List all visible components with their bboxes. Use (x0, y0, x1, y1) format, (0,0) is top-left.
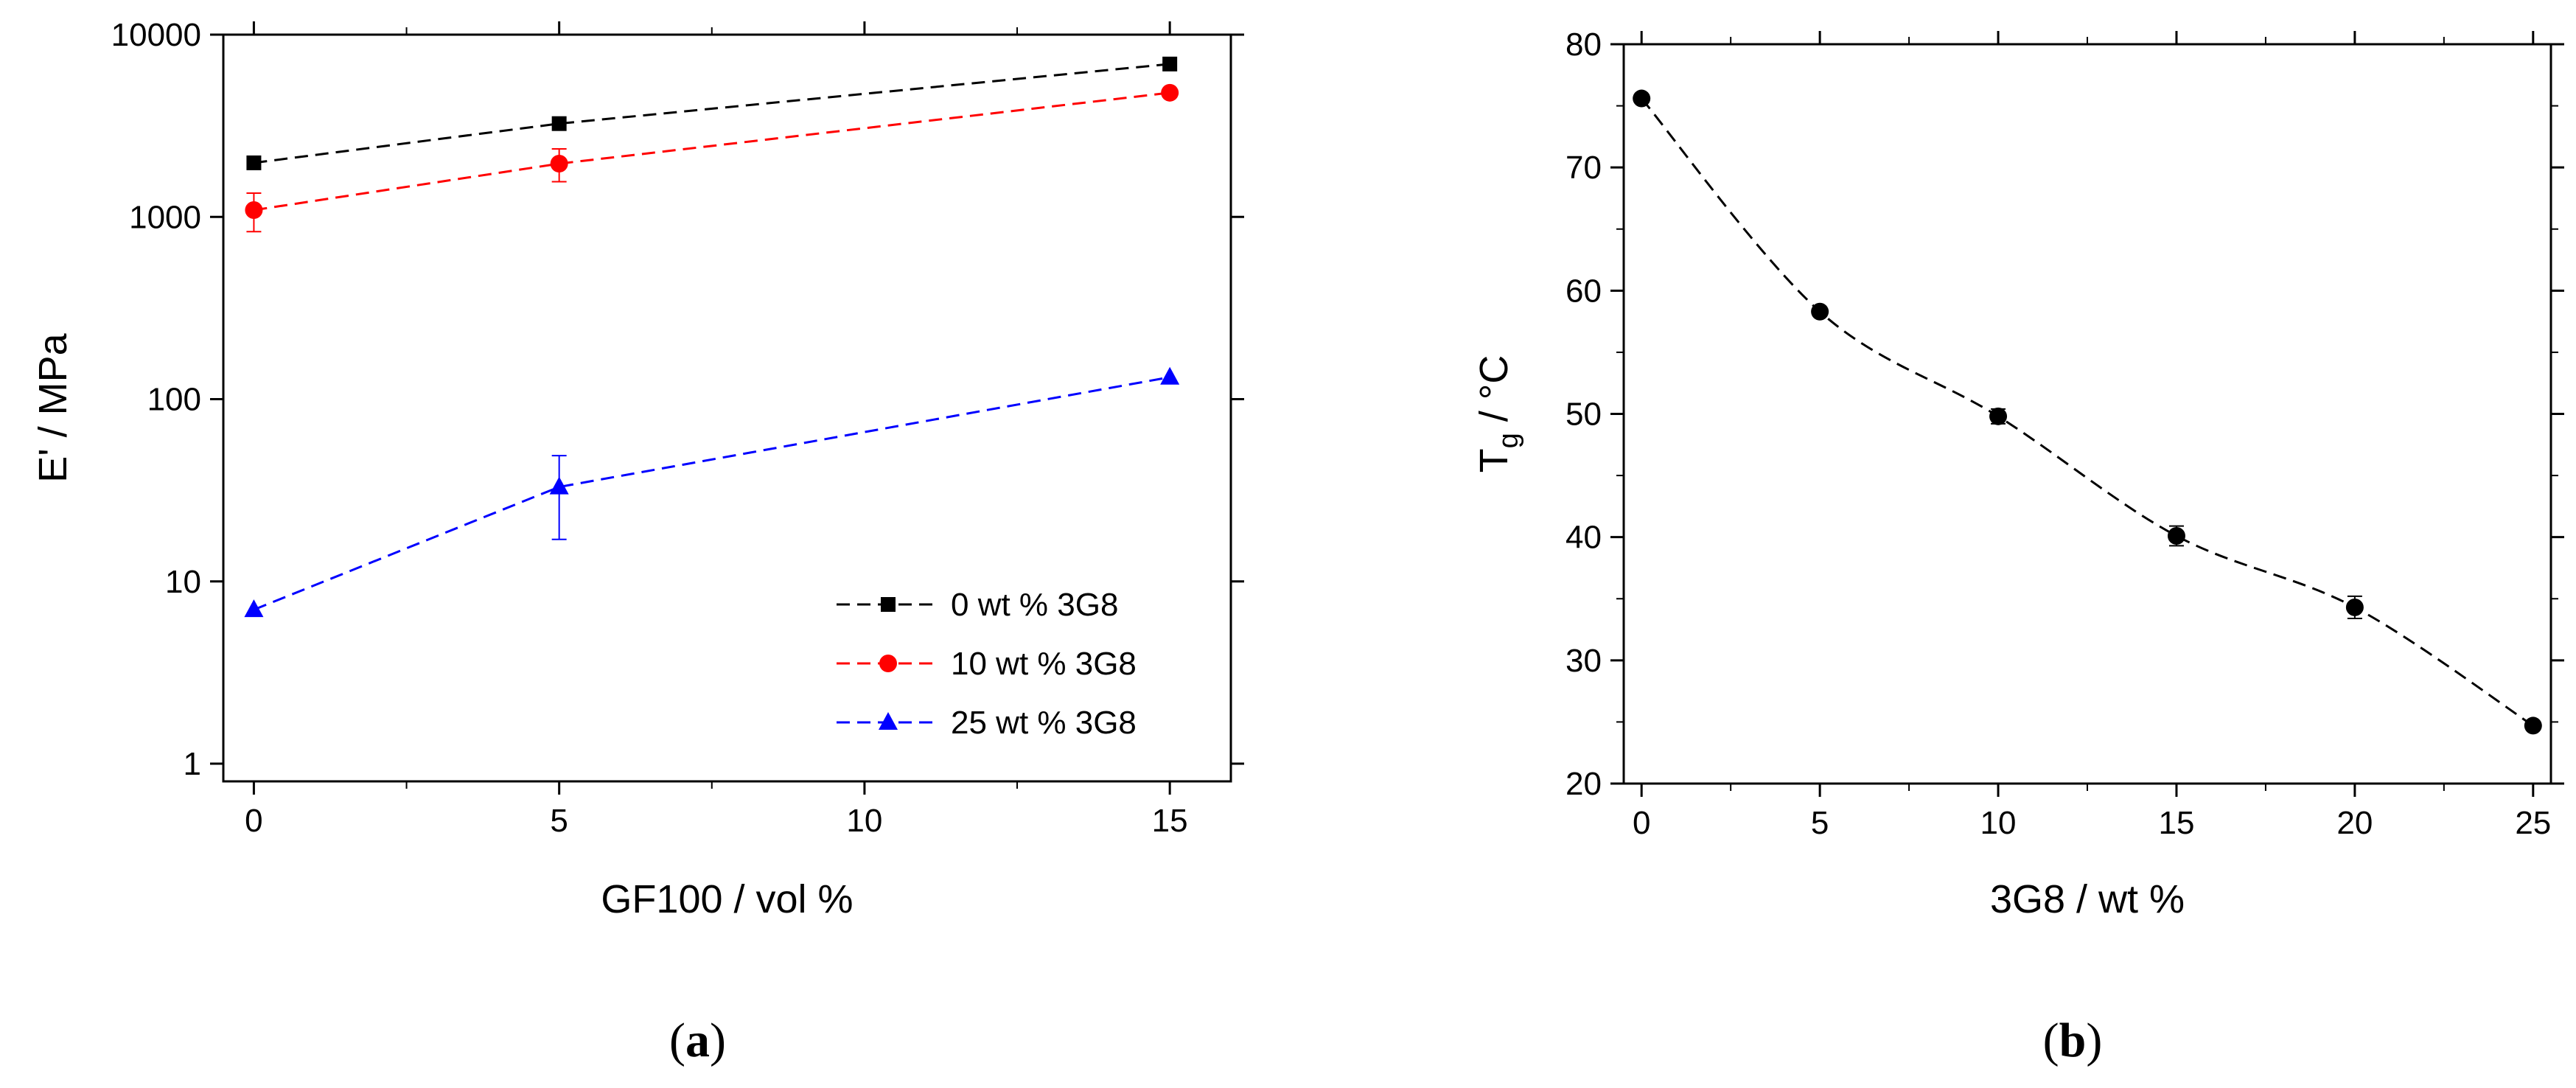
data-point-4 (2345, 598, 2364, 616)
y-axis-title: E' / MPa (31, 332, 75, 482)
y-tick-label: 60 (1566, 273, 1602, 309)
y-tick-label: 100 (147, 382, 201, 418)
data-point-3 (2167, 526, 2185, 545)
y-tick-label: 40 (1566, 520, 1602, 556)
data-point-0-1 (551, 116, 567, 131)
y-tick-label: 10 (165, 564, 201, 600)
plot-frame-b (1622, 43, 2552, 785)
x-tick-label: 0 (245, 803, 262, 839)
panel-a: 0 5 10 15 1 10 100 1000 10000 GF100 / vol % E' / M… (31, 17, 1244, 1067)
legend-marker-1 (879, 655, 897, 672)
data-point-2-1 (549, 476, 569, 495)
x-tick-label: 25 (2515, 805, 2551, 841)
data-point-0-0 (246, 155, 262, 170)
x-tick-label: 0 (1633, 805, 1650, 841)
x-tick-label: 5 (550, 803, 568, 839)
series-line-2 (253, 376, 1170, 611)
x-axis-title: GF100 / vol % (601, 877, 853, 921)
legend-marker-0 (881, 597, 896, 612)
y-tick-label: 20 (1566, 766, 1602, 802)
data-point-2-2 (1160, 366, 1180, 385)
tg-curve (1641, 97, 2534, 727)
panel-label-a: (a) (669, 1014, 726, 1067)
y-tick-label: 30 (1566, 643, 1602, 679)
x-tick-label: 10 (1980, 805, 2017, 841)
data-point-0 (1633, 89, 1651, 108)
data-point-1-1 (550, 154, 568, 172)
data-point-1-0 (245, 201, 263, 220)
data-point-2 (1989, 407, 2008, 425)
x-tick-label: 10 (846, 803, 882, 839)
series-line-1 (254, 91, 1170, 212)
legend-label-2: 25 wt % 3G8 (951, 705, 1137, 741)
data-point-2-0 (244, 599, 264, 618)
legend-label-1: 10 wt % 3G8 (951, 646, 1137, 682)
series-line-0 (254, 63, 1170, 164)
plot-frame-a (222, 33, 1232, 783)
y-tick-label: 10000 (111, 17, 201, 53)
x-tick-label: 15 (2158, 805, 2194, 841)
data-point-1-2 (1161, 83, 1179, 102)
x-tick-label: 15 (1152, 803, 1188, 839)
x-axis-title: 3G8 / wt % (1990, 877, 2185, 921)
y-tick-label: 80 (1566, 27, 1602, 63)
legend-label-0: 0 wt % 3G8 (951, 587, 1118, 623)
y-axis-title: Tg / °C (1472, 355, 1524, 473)
x-tick-label: 5 (1811, 805, 1829, 841)
x-tick-label: 20 (2336, 805, 2373, 841)
y-tick-label: 1 (184, 746, 201, 782)
y-tick-label: 1000 (129, 199, 201, 235)
panel-b: 0 5 10 15 20 25 20 30 40 50 60 70 80 3G8 / wt % Tg / °… (1472, 27, 2564, 1067)
panel-label-b: (b) (2043, 1014, 2103, 1067)
y-tick-label: 70 (1566, 150, 1602, 186)
legend-marker-2 (879, 712, 898, 730)
y-tick-label: 50 (1566, 397, 1602, 433)
data-point-0-2 (1162, 56, 1178, 72)
data-point-1 (1811, 302, 1829, 321)
data-point-5 (2524, 716, 2542, 735)
